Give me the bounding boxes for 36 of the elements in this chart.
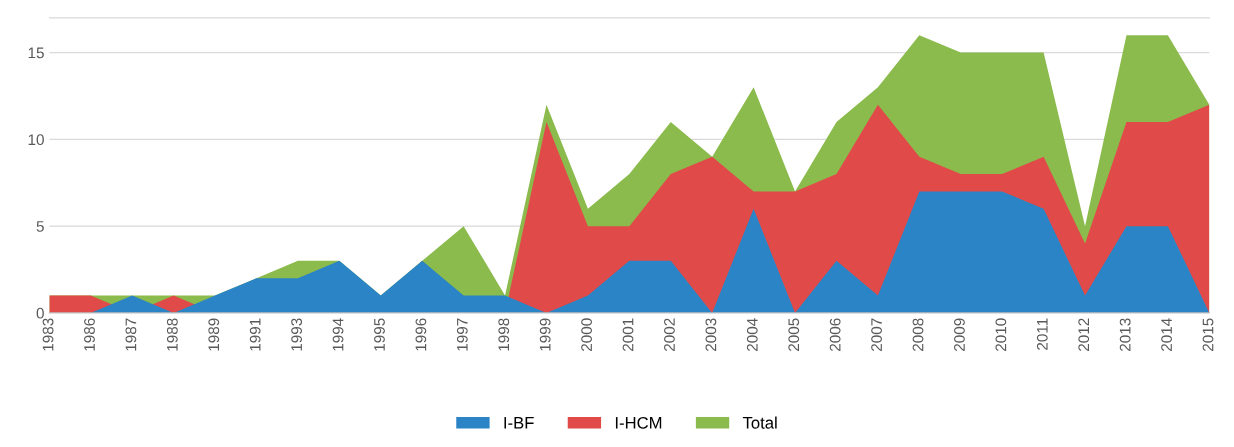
y-tick-label: 0 (36, 307, 44, 319)
x-tick-label: 1991 (249, 318, 261, 351)
x-tick-label: 2010 (995, 318, 1007, 351)
x-tick-label: 1987 (125, 318, 137, 351)
x-tick-label: 1988 (166, 318, 178, 351)
legend-label: I-BF (504, 417, 534, 429)
x-tick-label: 1989 (208, 318, 220, 351)
x-tick-label: 2007 (871, 318, 882, 351)
x-tick-label: 2002 (664, 318, 675, 351)
x-tick-label: 2012 (1078, 318, 1090, 351)
x-tick-label: 1986 (84, 318, 95, 351)
x-tick-label: 2003 (705, 318, 717, 351)
x-tick-label: 2015 (1202, 318, 1214, 351)
x-tick-label: 1996 (415, 318, 427, 351)
x-tick-label: 2004 (746, 318, 758, 351)
x-tick-label: 1994 (332, 318, 344, 351)
x-tick-label: 2014 (1161, 318, 1172, 351)
x-tick-label: 1998 (498, 318, 510, 351)
x-tick-label: 2009 (954, 318, 965, 351)
y-tick-label: 15 (28, 47, 44, 59)
x-tick-label: 1995 (374, 318, 385, 351)
x-tick-label: 2008 (912, 318, 924, 351)
x-tick-label: 2013 (1119, 318, 1131, 351)
y-tick-label: 5 (36, 221, 44, 232)
x-tick-label: 1993 (291, 318, 303, 351)
x-tick-label: 1983 (42, 318, 54, 351)
x-tick-label: 1997 (456, 318, 468, 351)
y-tick-label: 10 (28, 134, 44, 146)
legend-label: Total (742, 416, 777, 429)
x-tick-label: 2006 (829, 318, 841, 351)
x-tick-label: 2000 (581, 318, 593, 351)
x-tick-label: 1999 (539, 318, 551, 351)
x-tick-label: 2005 (788, 318, 800, 351)
legend-label: I-HCM (615, 416, 662, 429)
x-tick-label: 2011 (1036, 318, 1048, 350)
x-tick-label: 2001 (622, 318, 634, 351)
